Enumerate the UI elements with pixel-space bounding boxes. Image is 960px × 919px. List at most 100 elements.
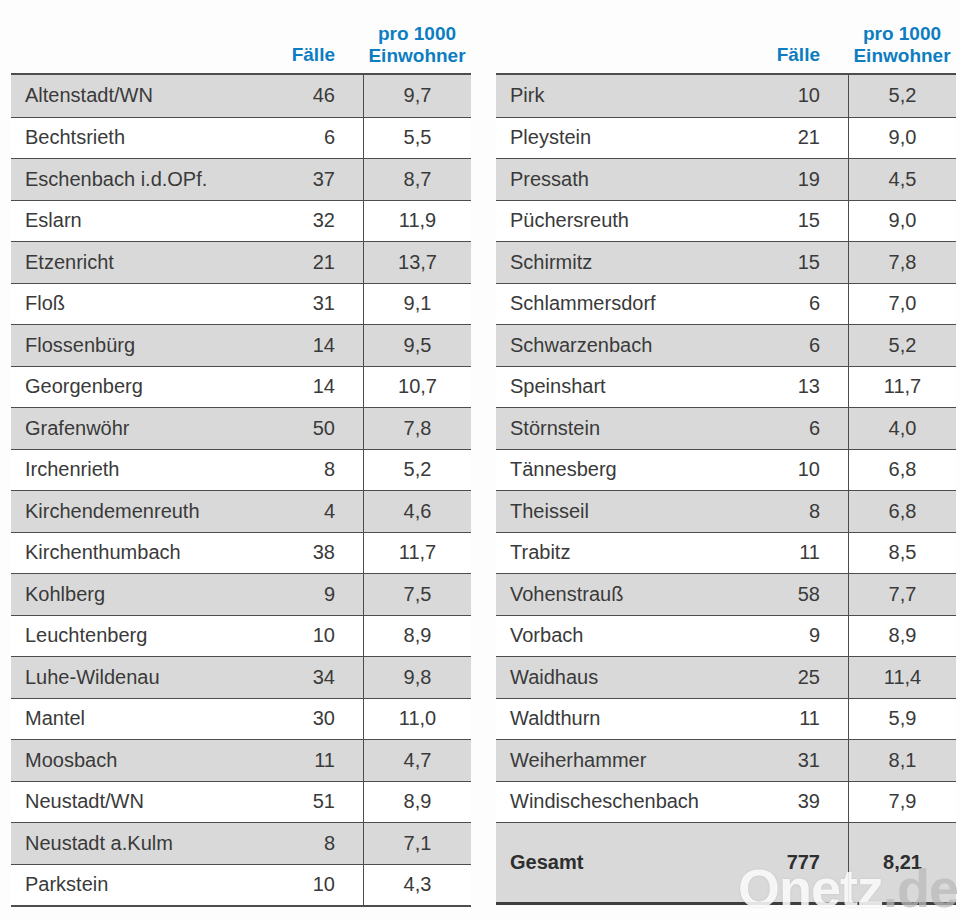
municipality-name: Vohenstrauß [496, 574, 706, 615]
header-faelle: Fälle [706, 44, 848, 66]
table-row: Kirchendemenreuth 4 4,6 [11, 490, 471, 532]
total-per-1000-value: 8,21 [848, 823, 956, 902]
table-row: Grafenwöhr 50 7,8 [11, 407, 471, 449]
header-pro-1000-einwohner: pro 1000 Einwohner [848, 23, 956, 66]
municipality-name: Mantel [11, 699, 221, 740]
municipality-name: Etzenricht [11, 242, 221, 283]
table-row: Parkstein 10 4,3 [11, 864, 471, 906]
per-1000-value: 9,5 [363, 325, 471, 366]
per-1000-value: 5,5 [363, 118, 471, 159]
per-1000-value: 7,8 [848, 242, 956, 283]
cases-value: 58 [706, 574, 848, 615]
cases-value: 11 [706, 533, 848, 574]
table-row: Kirchenthumbach 38 11,7 [11, 532, 471, 574]
cases-value: 39 [706, 782, 848, 823]
table-row: Theisseil 8 6,8 [496, 490, 956, 532]
cases-value: 6 [706, 408, 848, 449]
municipality-name: Pressath [496, 159, 706, 200]
cases-value: 6 [221, 118, 363, 159]
per-1000-value: 6,8 [848, 450, 956, 491]
per-1000-value: 8,9 [363, 782, 471, 823]
per-1000-value: 4,6 [363, 491, 471, 532]
cases-value: 10 [706, 450, 848, 491]
municipality-name: Floß [11, 284, 221, 325]
per-1000-value: 13,7 [363, 242, 471, 283]
cases-value: 15 [706, 242, 848, 283]
table-row: Windischeschenbach 39 7,9 [496, 781, 956, 823]
table-row: Vorbach 9 8,9 [496, 615, 956, 657]
municipality-name: Tännesberg [496, 450, 706, 491]
per-1000-value: 7,0 [848, 284, 956, 325]
table-row: Altenstadt/WN 46 9,7 [11, 75, 471, 117]
total-cases-value: 777 [706, 823, 848, 902]
cases-value: 14 [221, 325, 363, 366]
cases-value: 8 [221, 450, 363, 491]
per-1000-value: 9,8 [363, 657, 471, 698]
municipality-name: Luhe-Wildenau [11, 657, 221, 698]
cases-value: 21 [706, 118, 848, 159]
header-faelle: Fälle [221, 44, 363, 66]
per-1000-value: 6,8 [848, 491, 956, 532]
table-row: Schirmitz 15 7,8 [496, 241, 956, 283]
municipality-name: Neustadt/WN [11, 782, 221, 823]
per-1000-value: 9,1 [363, 284, 471, 325]
municipality-name: Schlammersdorf [496, 284, 706, 325]
cases-value: 30 [221, 699, 363, 740]
table-row: Pleystein 21 9,0 [496, 117, 956, 159]
header-pro-1000-line1: pro 1000 [363, 23, 471, 44]
table-row: Floß 31 9,1 [11, 283, 471, 325]
table-row: Speinshart 13 11,7 [496, 366, 956, 408]
municipality-name: Schwarzenbach [496, 325, 706, 366]
table-row: Luhe-Wildenau 34 9,8 [11, 656, 471, 698]
cases-value: 4 [221, 491, 363, 532]
table-row: Tännesberg 10 6,8 [496, 449, 956, 491]
municipality-name: Bechtsrieth [11, 118, 221, 159]
cases-value: 6 [706, 325, 848, 366]
cases-value: 15 [706, 201, 848, 242]
per-1000-value: 5,9 [848, 699, 956, 740]
table-row: Bechtsrieth 6 5,5 [11, 117, 471, 159]
per-1000-value: 11,9 [363, 201, 471, 242]
table-row: Irchenrieth 8 5,2 [11, 449, 471, 491]
table-row: Neustadt a.Kulm 8 7,1 [11, 822, 471, 864]
total-label: Gesamt [496, 823, 706, 902]
per-1000-value: 5,2 [848, 75, 956, 117]
header-pro-1000-line2: Einwohner [363, 45, 471, 66]
per-1000-value: 5,2 [363, 450, 471, 491]
cases-value: 10 [706, 75, 848, 117]
table-row: Moosbach 11 4,7 [11, 739, 471, 781]
cases-value: 37 [221, 159, 363, 200]
cases-value: 9 [706, 616, 848, 657]
municipality-name: Altenstadt/WN [11, 75, 221, 117]
cases-value: 31 [221, 284, 363, 325]
cases-value: 25 [706, 657, 848, 698]
per-1000-value: 8,1 [848, 740, 956, 781]
total-row: Gesamt 777 8,21 [496, 822, 956, 905]
table-row: Kohlberg 9 7,5 [11, 573, 471, 615]
per-1000-value: 4,0 [848, 408, 956, 449]
table-row: Leuchtenberg 10 8,9 [11, 615, 471, 657]
per-1000-value: 11,7 [363, 533, 471, 574]
tables-container: Fälle pro 1000 Einwohner Altenstadt/WN 4… [0, 0, 960, 907]
per-1000-value: 4,5 [848, 159, 956, 200]
per-1000-value: 8,5 [848, 533, 956, 574]
per-1000-value: 7,7 [848, 574, 956, 615]
municipality-table-right: Fälle pro 1000 Einwohner Pirk 10 5,2 Ple… [496, 0, 956, 907]
municipality-name: Weiherhammer [496, 740, 706, 781]
municipality-name: Eslarn [11, 201, 221, 242]
table-row: Püchersreuth 15 9,0 [496, 200, 956, 242]
table-row: Pirk 10 5,2 [496, 75, 956, 117]
municipality-name: Trabitz [496, 533, 706, 574]
table-row: Flossenbürg 14 9,5 [11, 324, 471, 366]
municipality-table-left: Fälle pro 1000 Einwohner Altenstadt/WN 4… [11, 0, 471, 907]
cases-value: 50 [221, 408, 363, 449]
cases-value: 14 [221, 367, 363, 408]
municipality-name: Theisseil [496, 491, 706, 532]
per-1000-value: 11,4 [848, 657, 956, 698]
per-1000-value: 9,0 [848, 118, 956, 159]
per-1000-value: 8,9 [848, 616, 956, 657]
table-header-left: Fälle pro 1000 Einwohner [11, 0, 471, 73]
table-row: Eslarn 32 11,9 [11, 200, 471, 242]
municipality-name: Parkstein [11, 865, 221, 906]
cases-value: 34 [221, 657, 363, 698]
